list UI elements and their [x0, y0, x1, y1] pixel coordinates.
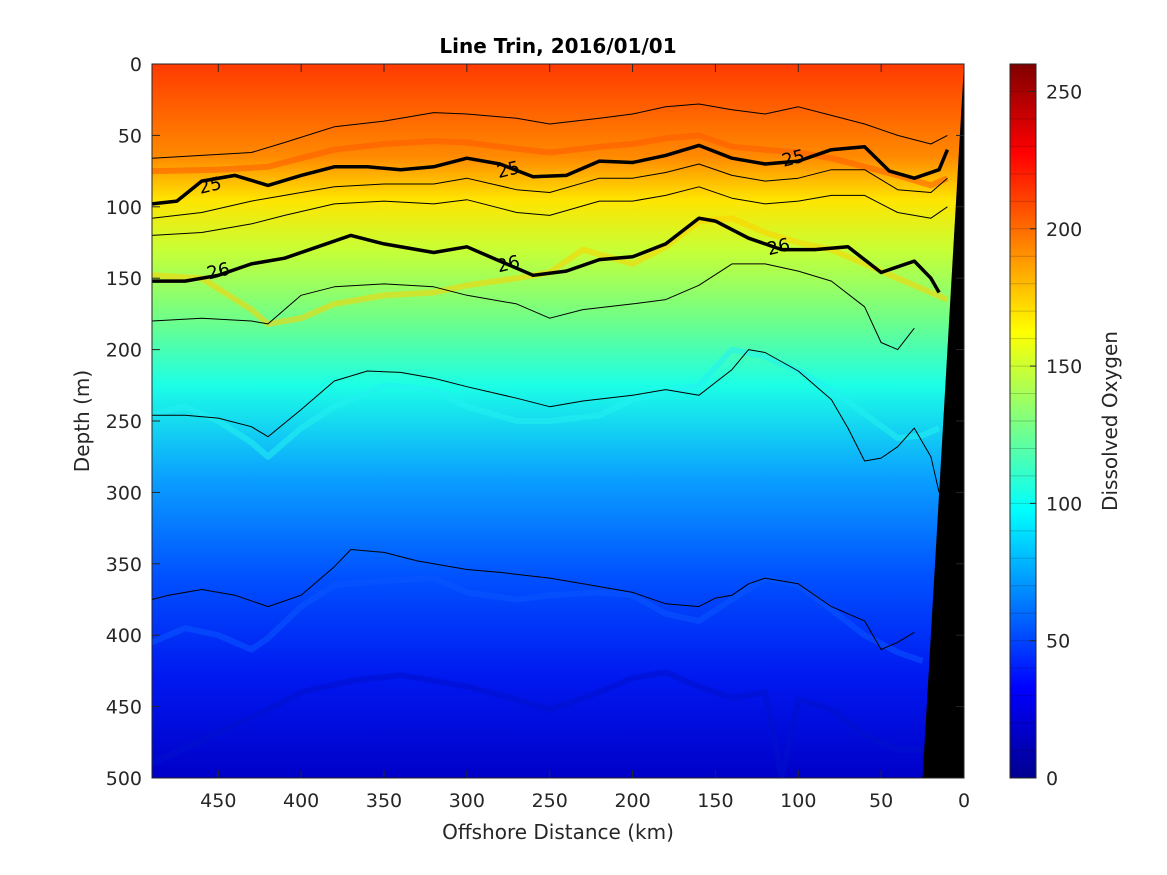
x-tick-label: 150 [697, 790, 733, 812]
x-tick-label: 250 [532, 790, 568, 812]
colorbar: 0 50 100 150 200 250 Dissolved Oxygen [1009, 63, 1122, 790]
density-contour-25-6 [152, 186, 948, 236]
chart-title: Line Trin, 2016/01/01 [439, 34, 676, 58]
x-tick-label: 50 [869, 790, 893, 812]
x-tick-label: 400 [283, 790, 319, 812]
density-contour-25 [152, 143, 950, 206]
colorbar-ticks: 0 50 100 150 200 250 [1030, 81, 1082, 790]
oxygen-isoline-160 [152, 215, 949, 327]
x-axis-label: Offshore Distance (km) [442, 820, 674, 844]
colorbar-fill [1010, 64, 1036, 778]
x-tick-label: 100 [780, 790, 816, 812]
colorbar-tick-label: 250 [1046, 81, 1082, 103]
density-contour-25-3 [152, 163, 948, 219]
y-tick-label: 450 [106, 697, 142, 719]
colorbar-tick-label: 150 [1046, 356, 1082, 378]
y-tick-label: 50 [118, 125, 142, 147]
y-tick-label: 300 [106, 482, 142, 504]
oxygen-isoline-25 [152, 669, 923, 778]
oxygen-isoline-50 [152, 575, 924, 664]
colorbar-tick-label: 100 [1046, 493, 1082, 515]
colorbar-tick-label: 50 [1046, 631, 1070, 653]
x-axis-ticks: 450 400 350 300 250 200 150 100 50 0 [200, 64, 970, 812]
oxygen-isoline-100 [152, 346, 941, 460]
oxygen-isolines [152, 132, 949, 778]
density-contours [152, 103, 950, 650]
y-tick-label: 400 [106, 625, 142, 647]
y-tick-label: 200 [106, 340, 142, 362]
y-tick-label: 500 [106, 768, 142, 790]
y-tick-label: 150 [106, 268, 142, 290]
x-tick-label: 450 [200, 790, 236, 812]
density-contour-24-6 [152, 103, 948, 159]
y-axis-label: Depth (m) [70, 370, 94, 472]
y-axis-ticks: 0 50 100 150 200 250 300 350 400 450 500 [106, 54, 964, 790]
y-tick-label: 250 [106, 411, 142, 433]
seafloor-topography [922, 64, 964, 778]
colorbar-frame [1009, 63, 1037, 779]
density-contour-26-9 [152, 549, 915, 650]
x-tick-label: 200 [614, 790, 650, 812]
density-contour-26-6 [152, 349, 940, 493]
density-contour-26-3 [152, 263, 915, 351]
colorbar-tick-label: 200 [1046, 219, 1082, 241]
x-tick-label: 300 [449, 790, 485, 812]
oxygen-isoline-200 [152, 132, 949, 189]
y-tick-label: 100 [106, 197, 142, 219]
y-tick-label: 350 [106, 554, 142, 576]
y-tick-label: 0 [130, 54, 142, 76]
density-contour-26 [152, 216, 941, 294]
x-tick-label: 0 [958, 790, 970, 812]
x-tick-label: 350 [366, 790, 402, 812]
colorbar-bands [1010, 90, 1036, 752]
colorbar-tick-label: 0 [1046, 768, 1058, 790]
colorbar-label: Dissolved Oxygen [1098, 331, 1122, 511]
